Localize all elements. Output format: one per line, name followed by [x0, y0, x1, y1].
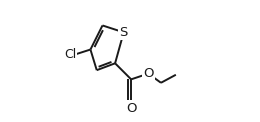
Text: S: S [120, 26, 128, 39]
Text: O: O [143, 67, 154, 80]
Text: O: O [126, 102, 136, 115]
Text: Cl: Cl [64, 48, 76, 61]
